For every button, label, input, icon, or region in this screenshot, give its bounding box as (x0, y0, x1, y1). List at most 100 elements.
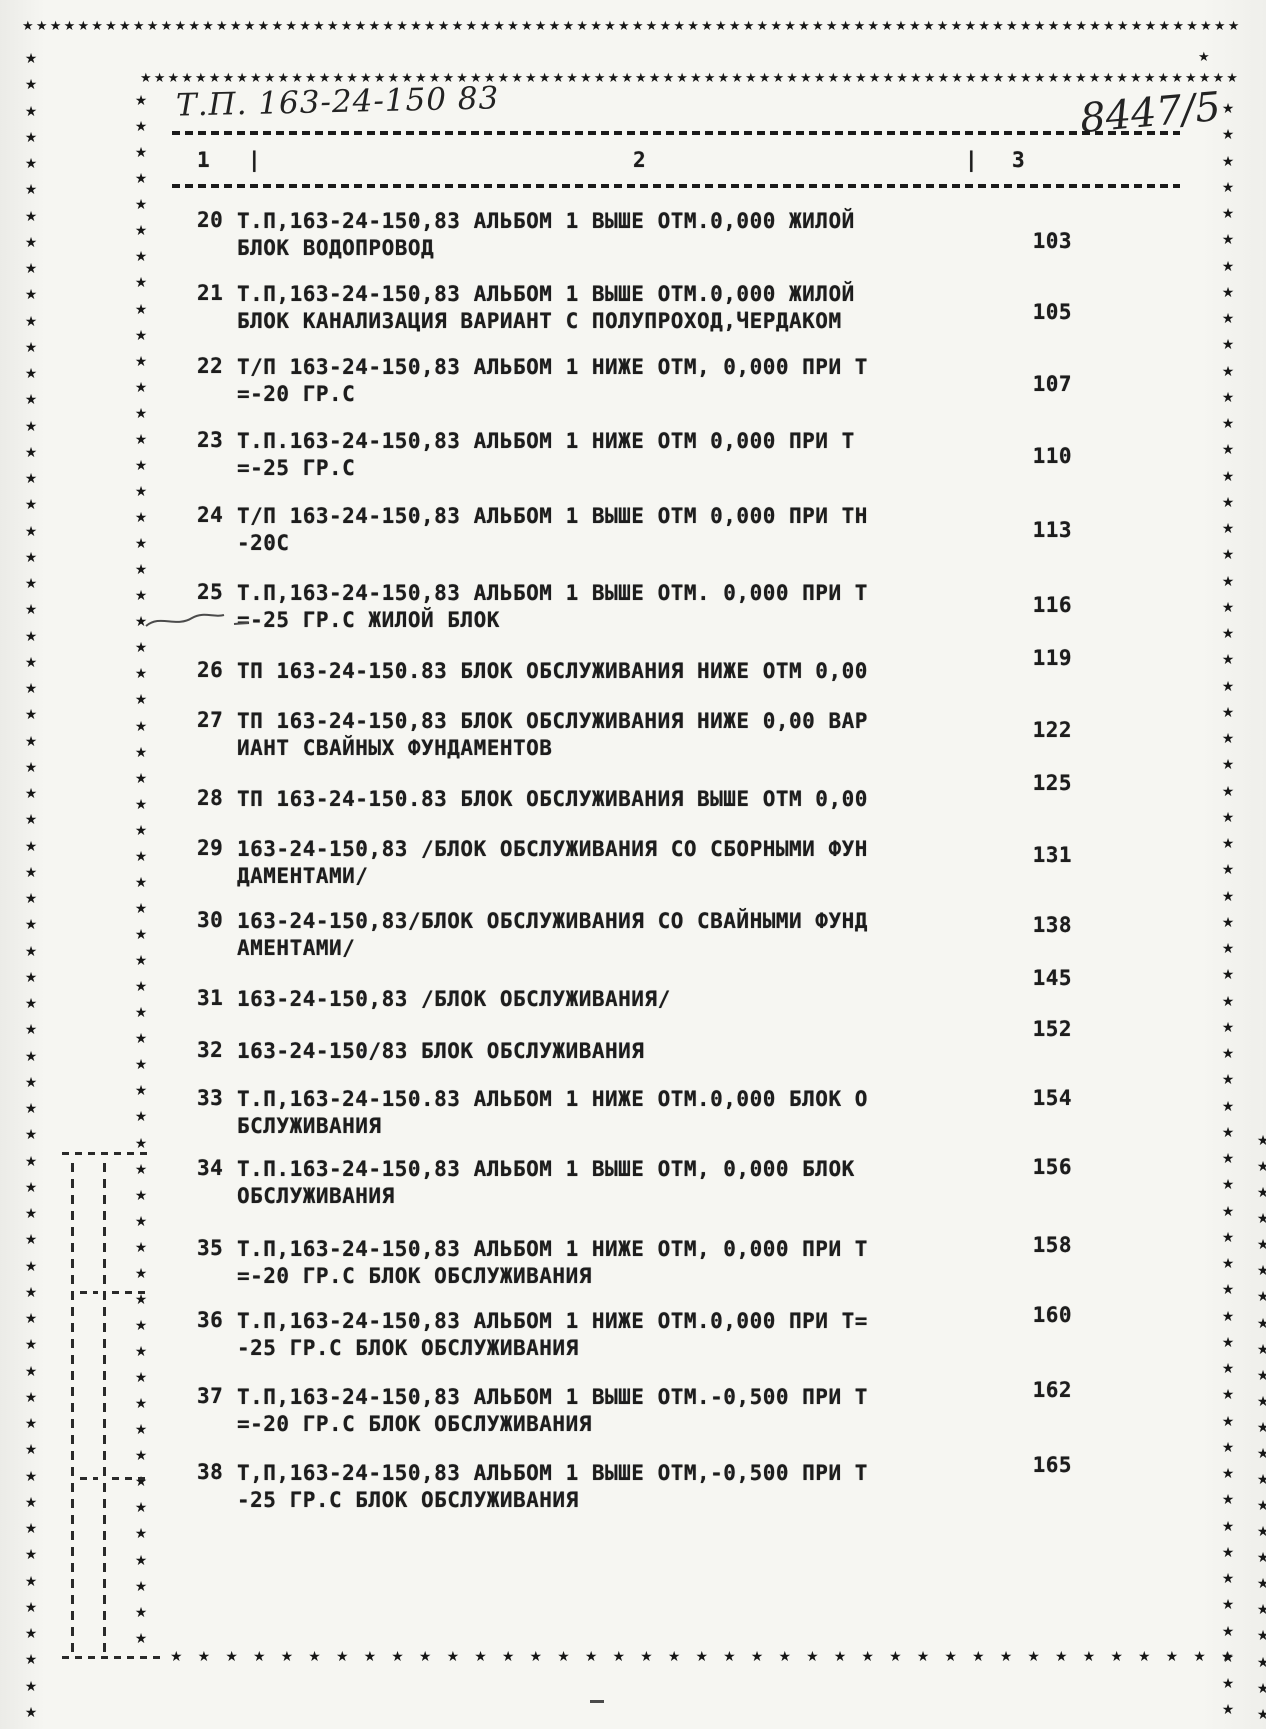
toc-row-title: Т.П,163-24-150.83 АЛЬБОМ 1 НИЖЕ ОТМ.0,00… (237, 1086, 868, 1140)
star-glyph: ★ (1226, 71, 1238, 86)
star-glyph: ★ (24, 1337, 38, 1354)
star-glyph: ★ (24, 1101, 38, 1117)
star-glyph: ★ (63, 19, 76, 34)
star-glyph: ★ (24, 602, 38, 619)
star-glyph: ★ (1221, 731, 1235, 747)
toc-row-number: 21 (197, 281, 224, 305)
star-glyph: ★ (1130, 19, 1143, 34)
star-glyph: ★ (134, 614, 148, 631)
star-glyph: ★ (195, 71, 207, 86)
star-glyph: ★ (770, 19, 783, 34)
toc-row-number: 38 (197, 1460, 224, 1484)
star-glyph: ★ (978, 19, 990, 34)
star-glyph: ★ (446, 1649, 460, 1665)
star-glyph: ★ (1221, 1623, 1235, 1640)
toc-row-number: 33 (197, 1086, 224, 1110)
star-glyph: ★ (1221, 1492, 1235, 1509)
star-glyph: ★ (285, 19, 297, 34)
star-glyph: ★ (1221, 337, 1235, 354)
star-glyph: ★ (396, 19, 408, 34)
star-glyph: ★ (1220, 1649, 1234, 1665)
star-glyph: ★ (24, 864, 38, 881)
toc-row-title-line: =-20 ГР.С (237, 382, 356, 406)
star-glyph: ★ (1055, 1649, 1068, 1665)
toc-row-title-line: ТП 163-24-150.83 БЛОК ОБСЛУЖИВАНИЯ ВЫШЕ … (237, 787, 868, 811)
star-glyph: ★ (24, 576, 38, 592)
star-glyph: ★ (1158, 19, 1171, 34)
star-glyph: ★ (24, 1678, 38, 1695)
column-header-2: 2 (633, 148, 647, 172)
star-glyph: ★ (1221, 1544, 1235, 1561)
toc-row-title: 163-24-150/83 БЛОК ОБСЛУЖИВАНИЯ (237, 1038, 644, 1065)
star-glyph: ★ (119, 19, 131, 34)
star-glyph: ★ (410, 19, 422, 34)
border-bottom-row: ★ ★ ★ ★ ★ ★ ★ ★ ★ ★ ★ ★ ★ ★ ★ ★ ★ ★ ★ ★ ★ ★ ★ ★ ★ ★ ★ ★ ★ ★ ★ ★ ★ ★ ★ ★ ★ ★ ★ (170, 1650, 1234, 1664)
star-glyph: ★ (1256, 1237, 1266, 1254)
toc-row-page-number: 152 (1032, 1017, 1072, 1041)
star-glyph: ★ (134, 275, 148, 292)
star-glyph: ★ (1075, 19, 1087, 34)
star-glyph: ★ (263, 71, 276, 86)
toc-row-title-line: Т.П,163-24-150,83 АЛЬБОМ 1 ВЫШЕ ОТМ.0,00… (237, 209, 855, 233)
star-glyph: ★ (839, 19, 852, 34)
toc-row-title-line: ОБСЛУЖИВАНИЯ (237, 1184, 395, 1208)
toc-row-page-number: 125 (1032, 771, 1072, 795)
star-glyph: ★ (889, 1649, 902, 1665)
star-glyph: ★ (867, 19, 880, 34)
star-glyph: ★ (1221, 311, 1235, 327)
toc-row-title-line: АМЕНТАМИ/ (237, 936, 356, 960)
star-glyph: ★ (1221, 993, 1235, 1010)
star-glyph: ★ (1221, 442, 1235, 459)
star-glyph: ★ (257, 19, 270, 34)
star-glyph: ★ (604, 19, 616, 34)
star-glyph: ★ (950, 19, 963, 34)
star-glyph: ★ (1172, 19, 1184, 34)
star-glyph: ★ (456, 71, 468, 86)
star-glyph: ★ (24, 392, 38, 409)
star-glyph: ★ (1165, 1649, 1179, 1665)
star-glyph: ★ (1116, 71, 1128, 86)
star-glyph: ★ (134, 1187, 148, 1204)
star-glyph: ★ (520, 19, 533, 34)
star-glyph: ★ (160, 19, 173, 34)
star-glyph: ★ (784, 19, 796, 34)
star-glyph: ★ (391, 1649, 404, 1665)
toc-row-number: 22 (197, 354, 224, 378)
star-glyph: ★ (972, 1649, 985, 1665)
star-glyph: ★ (335, 1649, 349, 1665)
star-glyph: ★ (483, 71, 496, 86)
toc-row-title-line: БСЛУЖИВАНИЯ (237, 1114, 382, 1138)
star-glyph: ★ (24, 812, 38, 829)
star-glyph: ★ (24, 1547, 38, 1564)
star-glyph: ★ (1221, 1334, 1235, 1351)
star-glyph: ★ (750, 1649, 764, 1665)
star-glyph: ★ (1221, 416, 1235, 432)
star-glyph: ★ (1221, 101, 1235, 117)
star-glyph: ★ (134, 223, 148, 240)
star-glyph: ★ (745, 71, 757, 86)
star-glyph: ★ (1221, 652, 1235, 669)
star-glyph: ★ (24, 786, 38, 802)
star-glyph: ★ (24, 51, 38, 67)
toc-row-title-line: =-20 ГР.С БЛОК ОБСЛУЖИВАНИЯ (237, 1412, 592, 1436)
star-glyph: ★ (1221, 704, 1235, 721)
margin-mark-top-line (62, 1152, 150, 1155)
star-glyph: ★ (1102, 71, 1115, 86)
column-separator-1: | (248, 148, 262, 172)
star-glyph: ★ (24, 1284, 38, 1301)
toc-row-title-line: ТП 163-24-150,83 БЛОК ОБСЛУЖИВАНИЯ НИЖЕ … (237, 709, 868, 733)
star-glyph: ★ (134, 1291, 148, 1308)
toc-row-page-number: 160 (1032, 1303, 1072, 1327)
star-glyph: ★ (1221, 1046, 1235, 1062)
star-glyph: ★ (1103, 19, 1115, 34)
star-glyph: ★ (1221, 1361, 1235, 1377)
star-glyph: ★ (271, 19, 284, 34)
star-glyph: ★ (756, 19, 769, 34)
border-right: ★ ★ ★ ★ ★ ★ ★ ★ ★ ★ ★ ★ ★ ★ ★ ★ ★ ★ ★ ★ ★ ★ ★ ★ ★ ★ ★ ★ ★ ★ ★ ★ ★ ★ ★ ★ ★ ★ ★ ★… (1219, 102, 1237, 1718)
star-glyph: ★ (24, 418, 38, 435)
star-glyph: ★ (701, 19, 713, 34)
star-glyph: ★ (1256, 1211, 1266, 1228)
star-glyph: ★ (853, 19, 866, 34)
star-glyph: ★ (174, 19, 187, 34)
star-glyph: ★ (1256, 1550, 1266, 1567)
